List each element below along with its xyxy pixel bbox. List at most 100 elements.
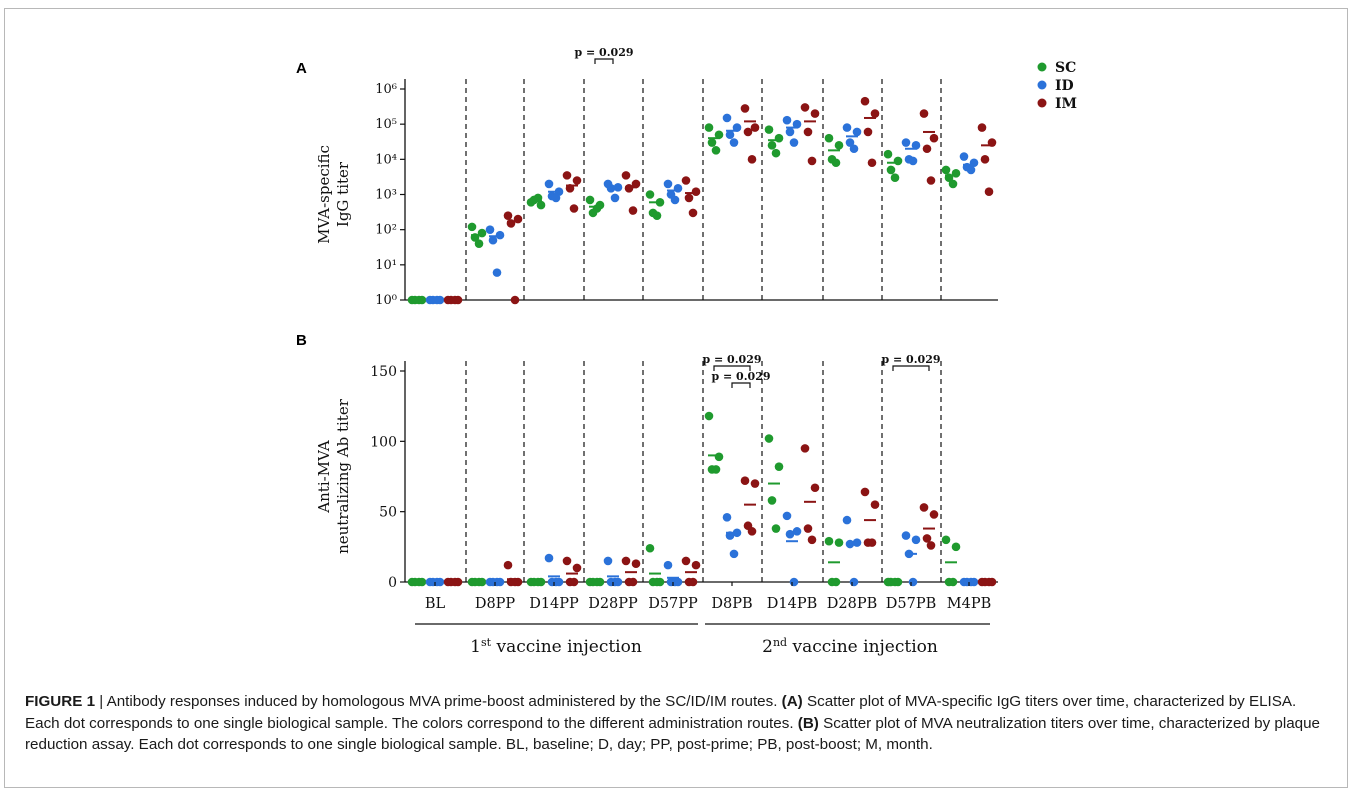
data-point-b-im — [750, 479, 760, 488]
p-value-label-b: p = 0.029 — [702, 353, 761, 366]
data-point-a-im — [740, 104, 750, 113]
data-point-b-im — [503, 560, 513, 570]
x-tick-label: D57PP — [648, 596, 698, 612]
data-point-b-id — [729, 549, 739, 559]
data-point-b-im — [810, 483, 820, 493]
data-point-a-sc — [707, 138, 717, 147]
data-point-a-sc — [941, 165, 951, 175]
data-point-a-id — [725, 130, 735, 140]
data-point-a-im — [628, 206, 638, 215]
y-tick-label-a: 10⁴ — [375, 152, 397, 167]
data-point-a-im — [503, 211, 513, 220]
p-value-label-a: p = 0.029 — [574, 46, 633, 59]
legend-label-sc: SC — [1055, 60, 1076, 76]
data-point-a-id — [908, 156, 918, 166]
figure-frame: A B SC ID IM 10⁰ 10¹ 10² 10³ 10⁴ 10⁵ 10⁶ MVA-specifi… — [4, 8, 1348, 788]
data-point-a-im — [863, 127, 873, 137]
data-point-a-im — [510, 295, 520, 305]
data-point-a-im — [807, 156, 817, 166]
data-point-b-im — [562, 556, 572, 566]
data-point-b-im — [747, 527, 757, 536]
data-point-b-sc — [834, 538, 844, 547]
data-point-b-sc — [764, 434, 774, 443]
data-point-a-id — [492, 268, 502, 277]
data-point-a-sc — [704, 123, 714, 132]
data-point-a-im — [919, 109, 929, 118]
data-point-a-sc — [711, 146, 721, 155]
x-tick-label: D8PB — [711, 596, 752, 612]
data-point-a-im — [743, 127, 753, 137]
data-point-b-im — [867, 538, 877, 547]
y-tick-label-b: 100 — [370, 434, 397, 450]
data-point-a-sc — [533, 193, 543, 203]
y-tick-label-a: 10² — [375, 223, 397, 238]
data-point-b-id — [670, 577, 680, 587]
data-point-a-im — [691, 187, 701, 197]
y-tick-label-a: 10⁶ — [375, 82, 397, 97]
x-tick-label: D8PP — [475, 596, 516, 612]
legend-label-id: ID — [1055, 78, 1074, 94]
data-point-b-im — [740, 476, 750, 486]
data-point-a-sc — [831, 158, 841, 168]
legend-dot-im — [1037, 98, 1047, 108]
data-point-b-im — [628, 577, 638, 587]
data-point-a-sc — [467, 222, 477, 232]
data-point-a-id — [842, 123, 852, 132]
data-point-b-sc — [652, 577, 662, 587]
data-point-b-id — [908, 577, 918, 587]
data-point-b-sc — [774, 462, 784, 471]
data-point-a-sc — [585, 195, 595, 205]
data-point-a-im — [681, 176, 691, 185]
p-value-label-b: p = 0.029 — [711, 370, 770, 383]
data-point-b-sc — [645, 543, 655, 553]
y-axis-label-line2-a: IgG titer — [334, 161, 352, 227]
legend-dot-sc — [1037, 62, 1047, 72]
data-point-a-id — [610, 193, 620, 203]
data-point-a-id — [670, 195, 680, 205]
significance-bracket-b — [892, 365, 930, 371]
data-point-a-im — [867, 158, 877, 168]
data-point-b-im — [922, 534, 932, 543]
data-point-a-id — [495, 230, 505, 240]
data-point-b-id — [842, 515, 852, 525]
data-point-b-id — [610, 577, 620, 587]
data-point-a-im — [684, 193, 694, 203]
data-point-b-id — [849, 577, 859, 587]
y-tick-label-a: 10¹ — [375, 258, 397, 273]
data-point-b-sc — [831, 577, 841, 587]
y-tick-label-b: 150 — [370, 364, 397, 380]
p-value-label-b: p = 0.029 — [881, 353, 940, 366]
data-point-a-im — [506, 219, 516, 228]
data-point-a-id — [849, 144, 859, 154]
data-point-b-sc — [704, 411, 714, 421]
data-point-a-id — [488, 235, 498, 245]
data-point-b-id — [722, 512, 732, 522]
data-point-a-id — [789, 138, 799, 147]
y-axis-label-line2-b: neutralizing Ab titer — [334, 398, 352, 554]
data-point-a-id — [729, 138, 739, 147]
y-axis-label-line1-b: Anti-MVA — [315, 440, 333, 514]
caption-sep: | Antibody responses induced by homologo… — [95, 693, 782, 710]
data-point-b-im — [621, 556, 631, 566]
data-point-b-id — [901, 531, 911, 540]
data-point-b-id — [782, 511, 792, 521]
caption-a-tag: (A) — [781, 693, 803, 710]
data-point-a-im — [688, 208, 698, 218]
data-point-b-im — [926, 541, 936, 550]
data-point-a-id — [551, 193, 561, 203]
x-tick-label: BL — [425, 596, 446, 612]
data-point-a-sc — [771, 148, 781, 158]
data-point-a-id — [792, 119, 802, 129]
data-point-a-sc — [883, 149, 893, 159]
data-point-b-id — [789, 577, 799, 587]
data-point-a-sc — [536, 200, 546, 210]
x-tick-label: D28PB — [827, 596, 878, 612]
data-point-b-im — [919, 503, 929, 512]
data-point-b-id — [551, 577, 561, 587]
data-point-a-id — [901, 138, 911, 147]
data-point-a-sc — [886, 165, 896, 175]
data-point-a-sc — [890, 173, 900, 183]
data-point-b-sc — [941, 535, 951, 545]
y-tick-label-a: 10³ — [375, 188, 397, 203]
data-point-b-sc — [951, 542, 961, 552]
